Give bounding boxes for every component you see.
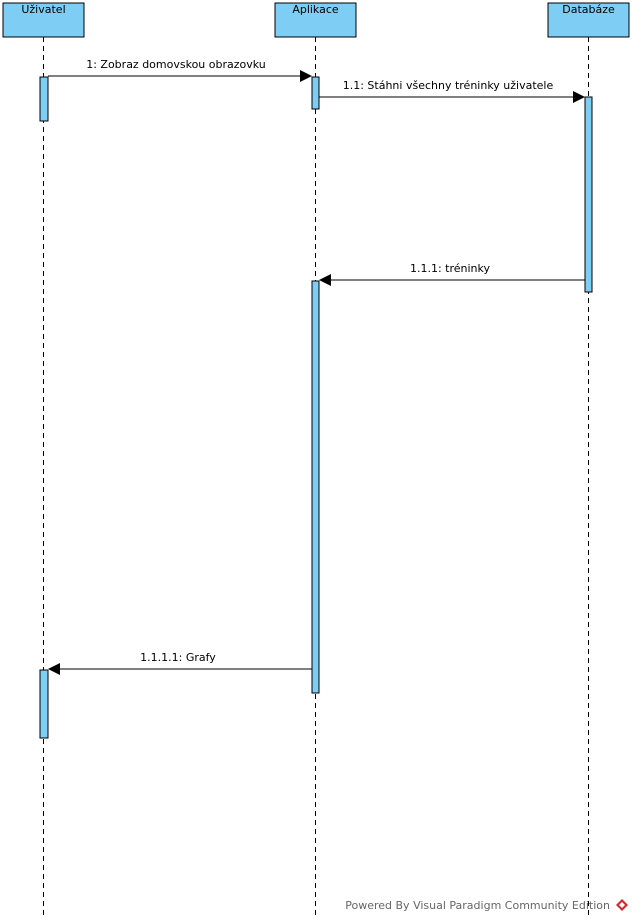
activation-aplikace-2[interactable]: [311, 280, 320, 694]
visual-paradigm-logo-icon: [616, 899, 628, 911]
message-1-1-1-arrowhead: [319, 274, 331, 286]
message-1-1[interactable]: 1.1: Stáhni všechny tréninky uživatele: [319, 79, 585, 103]
lifeline-label-uzivatel: Uživatel: [21, 3, 65, 16]
activation-uzivatel-2[interactable]: [39, 669, 49, 739]
lifeline-label-databaze: Databáze: [562, 3, 615, 16]
message-1-1-arrowhead: [573, 91, 585, 103]
footer: Powered By Visual Paradigm Community Edi…: [345, 899, 628, 912]
activation-databaze-1[interactable]: [584, 96, 593, 293]
message-1-1-1-1-arrowhead: [48, 663, 60, 675]
activation-uzivatel-1[interactable]: [39, 76, 49, 122]
message-1-1-1-1[interactable]: 1.1.1.1: Grafy: [48, 651, 312, 675]
lifeline-head-uzivatel[interactable]: [2, 2, 85, 38]
message-1-arrowhead: [300, 70, 312, 82]
message-1-1-label: 1.1: Stáhni všechny tréninky uživatele: [343, 79, 554, 92]
message-1-1-1-label: 1.1.1: tréninky: [410, 262, 491, 275]
lifeline-label-aplikace: Aplikace: [292, 3, 339, 16]
footer-text: Powered By Visual Paradigm Community Edi…: [345, 899, 610, 912]
message-1-label: 1: Zobraz domovskou obrazovku: [86, 58, 266, 71]
message-1-1-1[interactable]: 1.1.1: tréninky: [319, 262, 585, 286]
activation-aplikace-1[interactable]: [311, 76, 320, 110]
lifeline-databaze[interactable]: Databáze: [547, 2, 630, 918]
lifeline-head-aplikace[interactable]: [274, 2, 357, 38]
lifeline-aplikace[interactable]: Aplikace: [274, 2, 357, 918]
lifeline-head-databaze[interactable]: [547, 2, 630, 38]
message-1-1-1-1-label: 1.1.1.1: Grafy: [140, 651, 216, 664]
message-1[interactable]: 1: Zobraz domovskou obrazovku: [48, 58, 312, 82]
lifeline-uzivatel[interactable]: Uživatel: [2, 2, 85, 918]
